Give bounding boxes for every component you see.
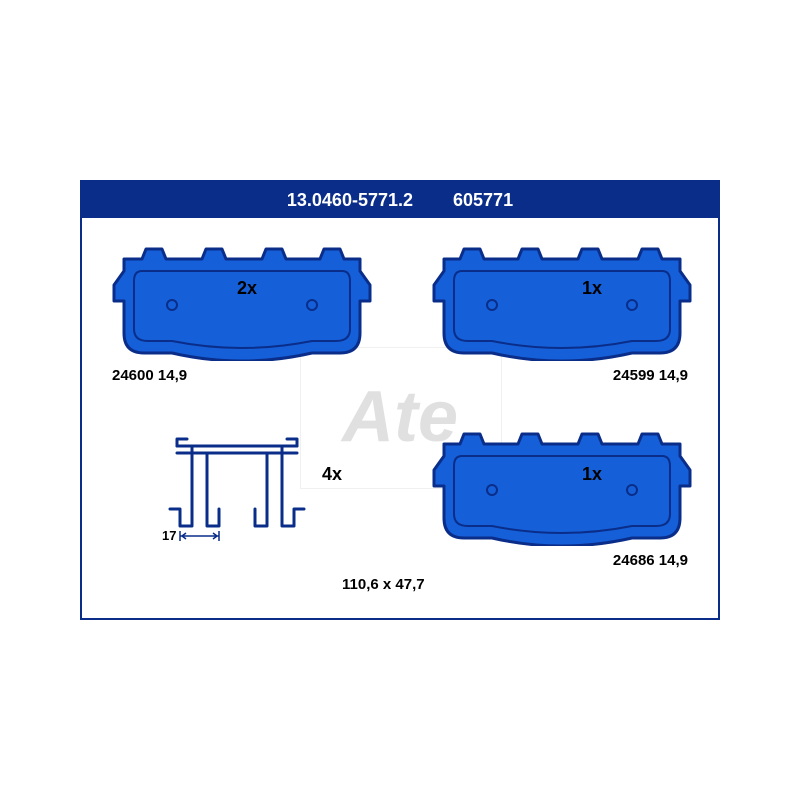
clip-qty-label: 4x — [322, 464, 342, 485]
clip-icon: 17 — [152, 431, 322, 551]
diagram-content: Ate 17 110,6 x 47,7 2x24600 14,91x24599 … — [80, 216, 720, 620]
pad-top-right-label: 24599 14,9 — [613, 367, 688, 384]
pad-bottom-right-icon — [432, 426, 692, 546]
svg-text:17: 17 — [162, 528, 176, 543]
pad-bottom-right — [432, 426, 692, 546]
part-number-main: 13.0460-5771.2 — [287, 190, 413, 211]
pad-top-left-qty: 2x — [237, 278, 257, 299]
overall-dimension-label: 110,6 x 47,7 — [342, 576, 425, 593]
diagram-canvas: 13.0460-5771.2 605771 Ate 17 110,6 x 47,… — [80, 180, 720, 620]
pad-top-left-label: 24600 14,9 — [112, 367, 187, 384]
header-bar: 13.0460-5771.2 605771 — [80, 180, 720, 218]
pad-top-right-icon — [432, 241, 692, 361]
pad-top-left — [112, 241, 372, 361]
pad-top-right — [432, 241, 692, 361]
pad-bottom-right-qty: 1x — [582, 464, 602, 485]
pad-top-right-qty: 1x — [582, 278, 602, 299]
pad-bottom-right-label: 24686 14,9 — [613, 552, 688, 569]
part-number-short: 605771 — [453, 190, 513, 211]
pad-top-left-icon — [112, 241, 372, 361]
clip-component: 17 — [152, 431, 322, 551]
